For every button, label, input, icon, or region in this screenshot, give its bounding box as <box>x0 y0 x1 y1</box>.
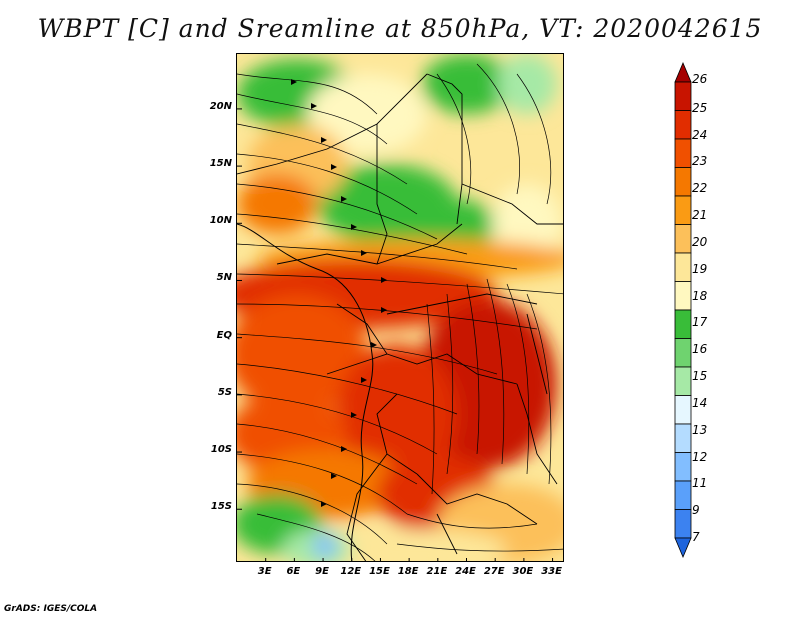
lon-label: 6E <box>286 566 301 577</box>
colorbar-label: 23 <box>692 154 708 169</box>
lat-label: 15S <box>210 501 232 513</box>
colorbar-label: 15 <box>692 369 708 384</box>
colorbar-swatch <box>674 338 692 368</box>
colorbar-label: 18 <box>692 288 708 303</box>
colorbar-label: 9 <box>692 503 700 518</box>
colorbar-swatch <box>674 509 692 539</box>
coastline <box>237 223 374 561</box>
colorbar-label: 17 <box>692 315 708 330</box>
colorbar-label: 21 <box>692 208 708 223</box>
colorbar-swatch <box>674 110 692 140</box>
lon-label: 24E <box>455 566 476 577</box>
lat-label: 5S <box>217 386 232 398</box>
colorbar-swatch <box>674 423 692 453</box>
colorbar-label: 20 <box>692 234 708 249</box>
lon-label: 30E <box>512 566 534 577</box>
colorbar-cap-bottom <box>674 537 692 558</box>
map-svg <box>237 54 563 561</box>
colorbar-label: 19 <box>692 261 708 276</box>
lon-label: 3E <box>257 566 272 577</box>
colorbar-label: 14 <box>692 395 708 410</box>
colorbar-swatch <box>674 81 692 111</box>
colorbar-label: 13 <box>692 422 708 437</box>
colorbar-swatch <box>674 224 692 254</box>
lat-label: 20N <box>209 100 232 112</box>
colorbar-swatch <box>674 167 692 197</box>
colorbar-swatch <box>674 195 692 225</box>
lon-label: 15E <box>369 566 390 577</box>
colorbar-label: 11 <box>692 476 708 491</box>
colorbar-label: 12 <box>692 449 708 464</box>
chart-title: WBPT [C] and Sreamline at 850hPa, VT: 20… <box>37 14 763 43</box>
lon-label: 18E <box>397 566 419 577</box>
colorbar-label: 24 <box>692 127 708 142</box>
colorbar-swatch <box>674 252 692 282</box>
colorbar-swatch <box>674 281 692 311</box>
streamlines <box>237 63 563 561</box>
lat-label: EQ <box>216 329 232 341</box>
lat-label: 15N <box>209 158 232 170</box>
colorbar-label: 16 <box>692 342 708 357</box>
lon-label: 33E <box>541 566 562 577</box>
country-borders <box>237 73 563 561</box>
colorbar-label: 7 <box>692 530 700 544</box>
colorbar-label: 26 <box>692 72 708 86</box>
colorbar-label: 25 <box>692 100 708 115</box>
lon-label: 27E <box>483 566 505 577</box>
lon-label: 9E <box>315 566 329 577</box>
colorbar-swatch <box>674 138 692 168</box>
colorbar-swatch <box>674 480 692 510</box>
lat-label: 10S <box>210 444 232 456</box>
streamline-arrows <box>291 79 387 507</box>
colorbar-swatch <box>674 452 692 482</box>
colorbar-swatch <box>674 309 692 339</box>
colorbar-label: 22 <box>692 181 708 196</box>
map-panel <box>236 53 564 562</box>
colorbar-swatch <box>674 395 692 425</box>
lon-label: 12E <box>340 566 362 577</box>
lon-label: 21E <box>426 566 448 577</box>
colorbar <box>674 62 692 558</box>
grads-credit: GrADS: IGES/COLA <box>4 604 98 614</box>
axis-ticks <box>237 108 554 561</box>
lat-label: 10N <box>209 215 232 227</box>
colorbar-swatch <box>674 366 692 396</box>
colorbar-cap-top <box>674 62 692 83</box>
lat-label: 5N <box>216 272 232 284</box>
